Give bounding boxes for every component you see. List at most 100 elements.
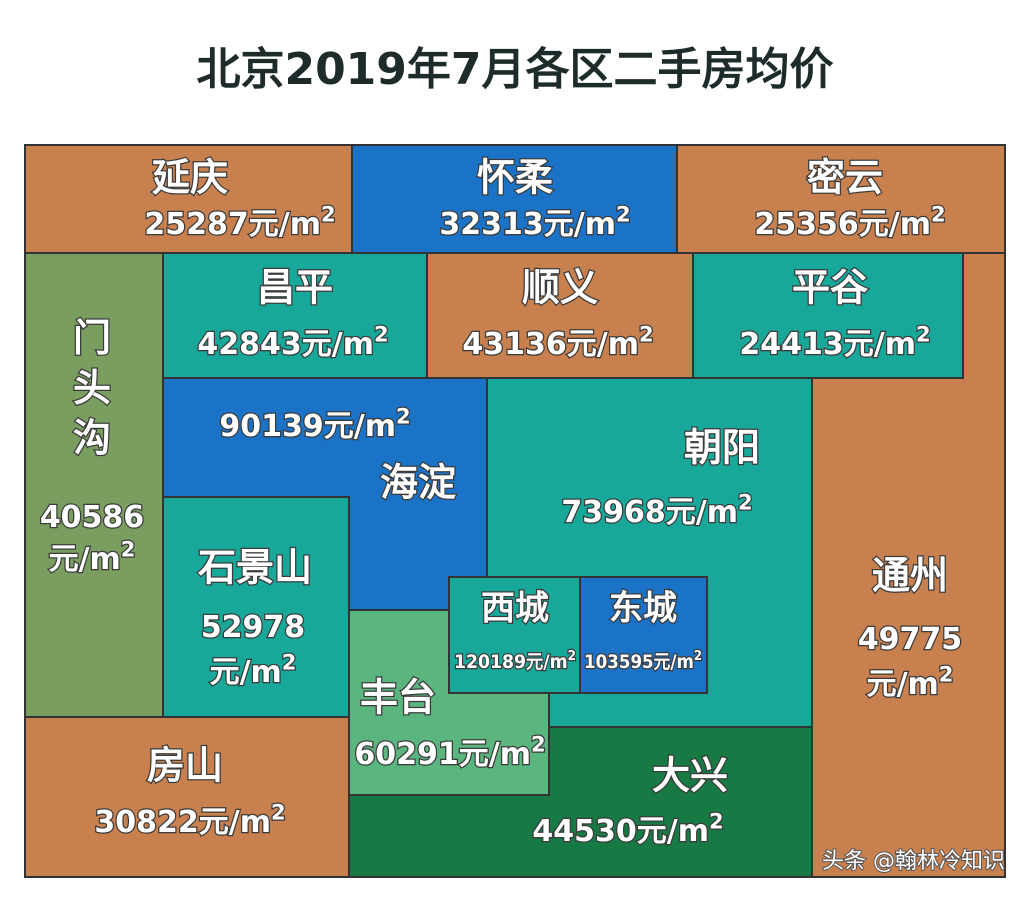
- region-mentougou: [24, 252, 164, 718]
- price-value: 73968: [561, 495, 665, 530]
- region-price: 24413元/m2: [739, 323, 930, 362]
- region-name: 大兴: [652, 754, 728, 798]
- region-price: 49775: [858, 622, 962, 657]
- price-value: 52978: [201, 610, 305, 645]
- region-price: 30822元/m2: [94, 801, 285, 840]
- region-huairou: [351, 144, 678, 254]
- price-unit: 元/m: [544, 207, 616, 242]
- price-value: 90139: [219, 409, 323, 444]
- region-price: 90139元/m2: [219, 405, 410, 444]
- region-price-unit: 元/m2: [210, 651, 297, 690]
- price-unit-power: 2: [939, 663, 954, 687]
- region-dongcheng: [579, 576, 708, 694]
- region-price: 25287元/m2: [144, 203, 335, 242]
- price-value: 103595: [584, 651, 654, 673]
- region-price: 43136元/m2: [462, 323, 653, 362]
- price-unit-power: 2: [271, 801, 286, 825]
- price-unit-power: 2: [531, 733, 546, 757]
- price-unit-power: 2: [639, 323, 654, 347]
- region-price: 103595元/m2: [584, 649, 702, 672]
- region-shijingshan: [162, 496, 350, 718]
- region-fangshan: [24, 716, 350, 878]
- price-unit: 元/m: [654, 651, 694, 673]
- price-unit: 元/m: [210, 655, 282, 690]
- price-unit: 元/m: [844, 327, 916, 362]
- region-price: 25356元/m2: [754, 203, 945, 242]
- price-unit: 元/m: [199, 805, 271, 840]
- region-name-char: 门: [73, 316, 111, 360]
- price-unit-power: 2: [282, 651, 297, 675]
- region-name: 西城: [481, 589, 549, 629]
- price-unit: 元/m: [302, 327, 374, 362]
- price-unit: 元/m: [867, 667, 939, 702]
- price-unit-power: 2: [694, 649, 702, 664]
- price-unit: 元/m: [637, 814, 709, 849]
- region-yanqing: [24, 144, 353, 254]
- price-value: 24413: [739, 327, 843, 362]
- region-shunyi: [426, 252, 694, 379]
- price-unit-power: 2: [374, 323, 389, 347]
- region-xicheng: [448, 576, 581, 694]
- price-unit: 元/m: [567, 327, 639, 362]
- price-unit: 元/m: [49, 542, 121, 577]
- region-name: 顺义: [522, 266, 598, 310]
- region-name: 东城: [609, 589, 677, 629]
- price-value: 120189: [454, 651, 526, 673]
- price-unit-power: 2: [709, 810, 724, 834]
- region-name: 海淀: [380, 461, 456, 505]
- price-unit: 元/m: [324, 409, 396, 444]
- price-unit: 元/m: [526, 651, 568, 673]
- region-name: 丰台: [360, 676, 436, 720]
- region-price: 52978: [201, 610, 305, 645]
- region-price: 40586: [40, 500, 144, 535]
- region-price: 44530元/m2: [532, 810, 723, 849]
- region-name: 朝阳: [684, 426, 760, 470]
- watermark: 头条 @翰林冷知识: [822, 849, 1005, 874]
- region-price-unit: 元/m2: [49, 538, 136, 577]
- price-unit: 元/m: [249, 207, 321, 242]
- price-unit-power: 2: [738, 491, 753, 515]
- price-value: 49775: [858, 622, 962, 657]
- region-pinggu: [692, 252, 964, 379]
- region-name-char: 头: [73, 366, 111, 410]
- region-name: 昌平: [257, 266, 333, 310]
- price-unit-power: 2: [321, 203, 336, 227]
- price-unit-power: 2: [568, 649, 576, 664]
- price-value: 32313: [439, 207, 543, 242]
- region-name: 延庆: [152, 156, 228, 200]
- price-value: 42843: [197, 327, 301, 362]
- region-name: 密云: [807, 156, 883, 200]
- region-changping: [162, 252, 428, 379]
- price-value: 40586: [40, 500, 144, 535]
- price-unit-power: 2: [616, 203, 631, 227]
- region-name: 房山: [147, 744, 223, 788]
- price-value: 60291: [354, 737, 458, 772]
- price-unit: 元/m: [459, 737, 531, 772]
- price-unit: 元/m: [666, 495, 738, 530]
- price-unit-power: 2: [931, 203, 946, 227]
- price-value: 30822: [94, 805, 198, 840]
- price-value: 43136: [462, 327, 566, 362]
- region-price: 120189元/m2: [454, 649, 576, 672]
- price-unit-power: 2: [121, 538, 136, 562]
- region-price: 73968元/m2: [561, 491, 752, 530]
- region-price: 60291元/m2: [354, 733, 545, 772]
- price-value: 25287: [144, 207, 248, 242]
- region-miyun: [676, 144, 1006, 254]
- price-unit-power: 2: [916, 323, 931, 347]
- region-name: 通州: [872, 554, 948, 598]
- price-value: 25356: [754, 207, 858, 242]
- price-unit-power: 2: [396, 405, 411, 429]
- region-name: 门头沟: [73, 316, 111, 460]
- title: 北京2019年7月各区二手房均价: [196, 44, 833, 95]
- region-name: 平谷: [792, 266, 868, 310]
- district-shapes: [24, 144, 1006, 878]
- region-price: 32313元/m2: [439, 203, 630, 242]
- region-price-unit: 元/m2: [867, 663, 954, 702]
- region-price: 42843元/m2: [197, 323, 388, 362]
- price-value: 44530: [532, 814, 636, 849]
- region-name: 怀柔: [477, 156, 553, 200]
- region-name: 石景山: [198, 546, 312, 590]
- region-name-char: 沟: [73, 416, 111, 460]
